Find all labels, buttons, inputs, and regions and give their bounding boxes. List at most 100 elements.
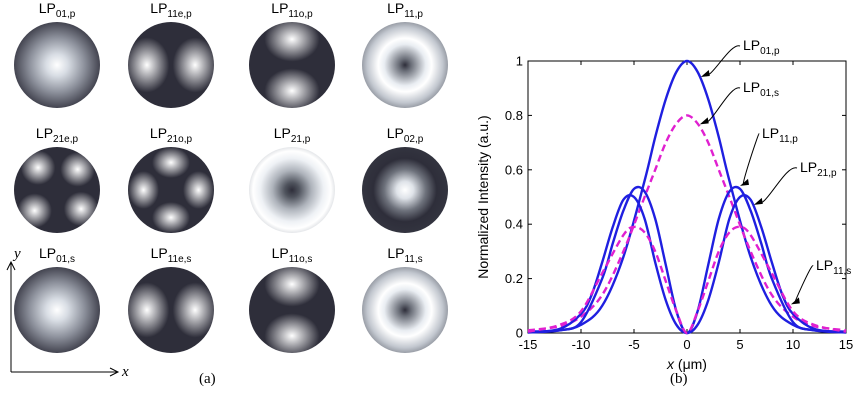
- mode-profile-panel: LP01,p LP11e,p LP11o,p LP11,p LP21e,p LP21o,p…: [6, 0, 448, 387]
- mode-label-base: LP: [271, 245, 289, 261]
- mode-profile-LP11o-s: LP11o,s: [244, 245, 340, 357]
- intensity-chart: -15 -10 -5 0 5 10 15 0 0.2 0.4 0.6 0.8 1 x (μm) Normal…: [475, 37, 853, 372]
- x-arrowhead: [109, 367, 120, 377]
- mode-label-base: LP: [386, 125, 404, 141]
- annotation-label: LP11,s: [816, 257, 851, 277]
- mode-label: LP21,p: [244, 125, 340, 148]
- mode-intensity-disk: [249, 22, 335, 108]
- mode-profile-LP11e-p: LP11e,p: [123, 0, 219, 112]
- mode-label-base: LP: [35, 125, 54, 141]
- mode-intensity-disk: [128, 267, 214, 353]
- mode-label-base: LP: [150, 0, 168, 16]
- mode-intensity-disk: [128, 147, 214, 233]
- mode-intensity-disk: [362, 22, 448, 108]
- mode-intensity-disk: [14, 267, 100, 353]
- mode-label: LP11o,p: [244, 0, 340, 23]
- plot-frame: [527, 60, 847, 334]
- annotation-label: LP01,p: [743, 37, 780, 57]
- mode-label-subscript: 11e,p: [167, 9, 192, 20]
- y-tick-label: 0.8: [505, 108, 523, 123]
- annotation-leader: [742, 133, 760, 185]
- y-tick-label: 1: [516, 54, 523, 69]
- x-tick-label: 5: [736, 337, 743, 352]
- annotation-arrowhead: [699, 117, 709, 125]
- mode-intensity-disk: [362, 147, 448, 233]
- panel-b-caption: (b): [670, 371, 688, 387]
- annotation-label: LP21,p: [800, 159, 837, 179]
- mode-label: LP01,s: [9, 245, 105, 268]
- mode-label-subscript: 11o,p: [288, 9, 313, 20]
- x-tick-label: -10: [572, 337, 591, 352]
- mode-label: LP11e,p: [123, 0, 219, 23]
- mode-profile-LP21o-p: LP21o,p: [123, 125, 219, 237]
- mode-intensity-disk: [14, 147, 100, 233]
- x-tick-label: 15: [839, 337, 853, 352]
- y-axis-label: y: [12, 246, 21, 262]
- mode-label: LP02,p: [357, 125, 453, 148]
- mode-label-subscript: 11e,s: [167, 254, 192, 265]
- mode-label-subscript: 11o,s: [288, 254, 313, 265]
- annotation-arrowhead: [790, 297, 800, 305]
- mode-intensity-disk: [362, 267, 448, 353]
- mode-profile-LP11-p: LP11,p: [357, 0, 453, 112]
- mode-label-subscript: 02,p: [403, 134, 424, 145]
- annotation-arrowhead: [753, 197, 763, 205]
- y-tick-label: 0.4: [505, 217, 523, 232]
- y-tick-label: 0.6: [505, 162, 523, 177]
- x-tick-label: 0: [683, 337, 690, 352]
- mode-label-base: LP: [387, 0, 405, 16]
- series-line-LP01-p: [527, 59, 847, 333]
- series-line-LP21-p: [527, 193, 847, 335]
- mode-label-base: LP: [387, 245, 405, 261]
- mode-label-subscript: 01,p: [55, 9, 76, 20]
- mode-label: LP11,s: [357, 245, 453, 268]
- mode-label-subscript: 21o,p: [167, 134, 193, 145]
- series-line-LP01-s: [527, 114, 847, 332]
- mode-intensity-disk: [249, 267, 335, 353]
- mode-intensity-disk: [128, 22, 214, 108]
- annotation-leader: [794, 265, 814, 303]
- mode-label-base: LP: [150, 245, 168, 261]
- y-axis-title: Normalized Intensity (a.u.): [475, 115, 491, 278]
- y-tick-label: 0.2: [505, 271, 523, 286]
- annotation-arrowhead: [700, 70, 710, 78]
- mode-label-base: LP: [273, 125, 291, 141]
- mode-profile-LP11o-p: LP11o,p: [244, 0, 340, 112]
- mode-profile-LP11-s: LP11,s: [357, 245, 453, 357]
- y-arrowhead: [6, 260, 16, 271]
- annotation-leader: [757, 167, 798, 204]
- mode-label: LP11o,s: [244, 245, 340, 268]
- mode-label: LP11,p: [357, 0, 453, 23]
- mode-label: LP11e,s: [123, 245, 219, 268]
- x-tick-label: -15: [519, 337, 538, 352]
- series-line-LP11-p: [527, 185, 847, 335]
- mode-profile-LP21e-p: LP21e,p: [9, 125, 105, 237]
- mode-label-base: LP: [271, 0, 289, 16]
- mode-label-subscript: 11,p: [404, 9, 423, 20]
- mode-label-base: LP: [38, 0, 56, 16]
- mode-label-base: LP: [38, 245, 57, 261]
- mode-label: LP01,p: [9, 0, 105, 23]
- intensity-chart-panel: -15 -10 -5 0 5 10 15 0 0.2 0.4 0.6 0.8 1 x (μm) Normal…: [440, 0, 858, 396]
- mode-profile-LP01-p: LP01,p: [9, 0, 105, 112]
- mode-label-base: LP: [149, 125, 168, 141]
- mode-intensity-disk: [249, 147, 335, 233]
- mode-profile-LP01-s: LP01,s: [9, 245, 105, 357]
- x-axis-label: x: [121, 364, 129, 380]
- mode-label: LP21o,p: [123, 125, 219, 148]
- mode-label-subscript: 21,p: [290, 134, 311, 145]
- x-axis-title: x (μm): [666, 356, 707, 372]
- mode-profile-LP02-p: LP02,p: [357, 125, 453, 237]
- mode-label-subscript: 21e,p: [53, 134, 79, 145]
- y-tick-label: 0: [516, 326, 523, 341]
- mode-label-subscript: 01,s: [56, 254, 76, 265]
- mode-profile-LP21-p: LP21,p: [244, 125, 340, 237]
- mode-label-subscript: 11,s: [404, 254, 423, 265]
- x-tick-label: -5: [628, 337, 640, 352]
- mode-intensity-disk: [14, 22, 100, 108]
- mode-profile-LP11e-s: LP11e,s: [123, 245, 219, 357]
- x-tick-label: 10: [786, 337, 800, 352]
- mode-label: LP21e,p: [9, 125, 105, 148]
- panel-a-axes: y x: [6, 246, 129, 380]
- annotation-arrowhead: [740, 178, 749, 186]
